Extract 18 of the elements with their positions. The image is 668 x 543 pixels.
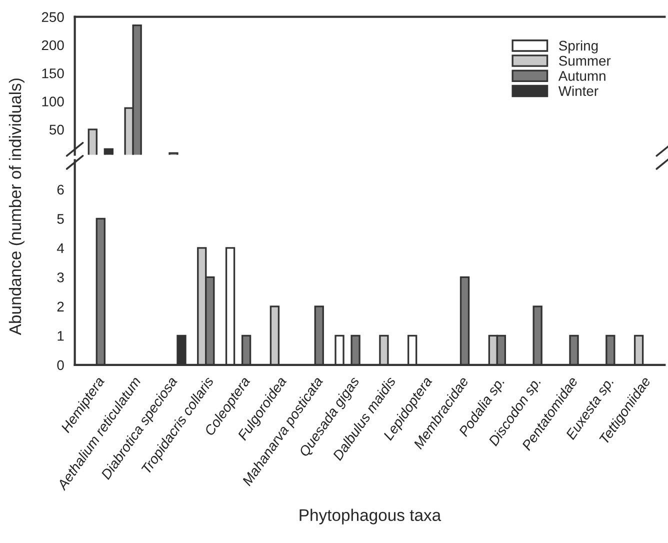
legend-label: Spring bbox=[559, 40, 598, 54]
legend-label: Autumn bbox=[558, 71, 606, 81]
y-tick-label: 4 bbox=[56, 243, 64, 253]
y-tick-label: 150 bbox=[42, 68, 64, 78]
y-tick-label: 100 bbox=[42, 96, 64, 106]
y-tick-label: 250 bbox=[42, 12, 64, 22]
y-axis-title: Abundance (number of individuals) bbox=[8, 78, 24, 336]
y-tick-label: 200 bbox=[42, 40, 64, 50]
y-tick-label: 5 bbox=[57, 214, 64, 224]
y-tick-label: 0 bbox=[57, 360, 64, 370]
legend-label: Summer bbox=[559, 56, 611, 66]
y-tick-label: 6 bbox=[57, 184, 64, 195]
y-tick-label: 2 bbox=[57, 302, 64, 312]
y-tick-label: 50 bbox=[50, 124, 64, 135]
legend-label: Winter bbox=[558, 86, 598, 96]
x-axis-title: Phytophagous taxa bbox=[300, 508, 442, 524]
y-tick-label: 3 bbox=[57, 272, 64, 282]
y-tick-label: 1 bbox=[58, 331, 64, 341]
